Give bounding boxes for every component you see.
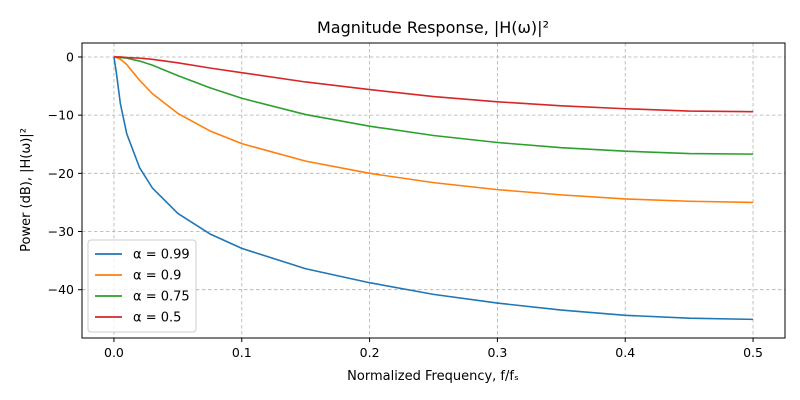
x-tick-label: 0.2: [360, 345, 380, 360]
y-tick-label: −20: [48, 166, 74, 181]
y-tick-label: −30: [48, 224, 74, 239]
y-tick-label: 0: [66, 49, 74, 64]
x-axis-label: Normalized Frequency, f/fₛ: [347, 369, 519, 384]
y-axis-label: Power (dB), |H(ω)|²: [19, 128, 34, 252]
series-line-1: [113, 56, 754, 321]
x-tick-label: 0.5: [743, 345, 763, 360]
legend-label-3: α = 0.75: [133, 290, 190, 305]
x-tick-label: 0.4: [615, 345, 635, 360]
plot-frame: [81, 42, 786, 339]
x-tick-label: 0.0: [104, 345, 124, 360]
series-line-2: [113, 56, 754, 204]
series-line-4: [113, 56, 754, 113]
y-tick-label: −10: [48, 108, 74, 123]
y-axis-ticks: 0 −10 −20 −30 −40: [48, 49, 82, 297]
x-tick-label: 0.3: [487, 345, 507, 360]
x-tick-label: 0.1: [232, 345, 252, 360]
series-lines: [113, 56, 754, 321]
grid: [82, 43, 785, 338]
legend-label-4: α = 0.5: [133, 311, 181, 326]
x-axis-ticks: 0.0 0.1 0.2 0.3 0.4 0.5: [104, 338, 763, 360]
y-tick-label: −40: [48, 282, 74, 297]
legend-box: [87, 239, 197, 333]
legend: α = 0.99 α = 0.9 α = 0.75 α = 0.5: [87, 239, 197, 333]
legend-label-2: α = 0.9: [133, 269, 181, 284]
legend-label-1: α = 0.99: [133, 248, 190, 263]
chart-title: Magnitude Response, |H(ω)|²: [317, 18, 549, 37]
